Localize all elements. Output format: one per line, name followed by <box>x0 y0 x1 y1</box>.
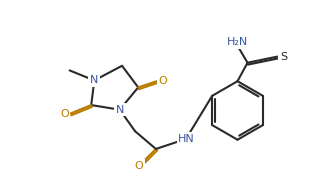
Text: HN: HN <box>178 134 195 144</box>
Text: N: N <box>116 105 124 115</box>
Text: O: O <box>135 161 143 171</box>
Text: S: S <box>280 52 287 62</box>
Text: O: O <box>60 108 69 119</box>
Text: O: O <box>158 76 167 86</box>
Text: N: N <box>90 75 98 85</box>
Text: H₂N: H₂N <box>227 37 248 47</box>
